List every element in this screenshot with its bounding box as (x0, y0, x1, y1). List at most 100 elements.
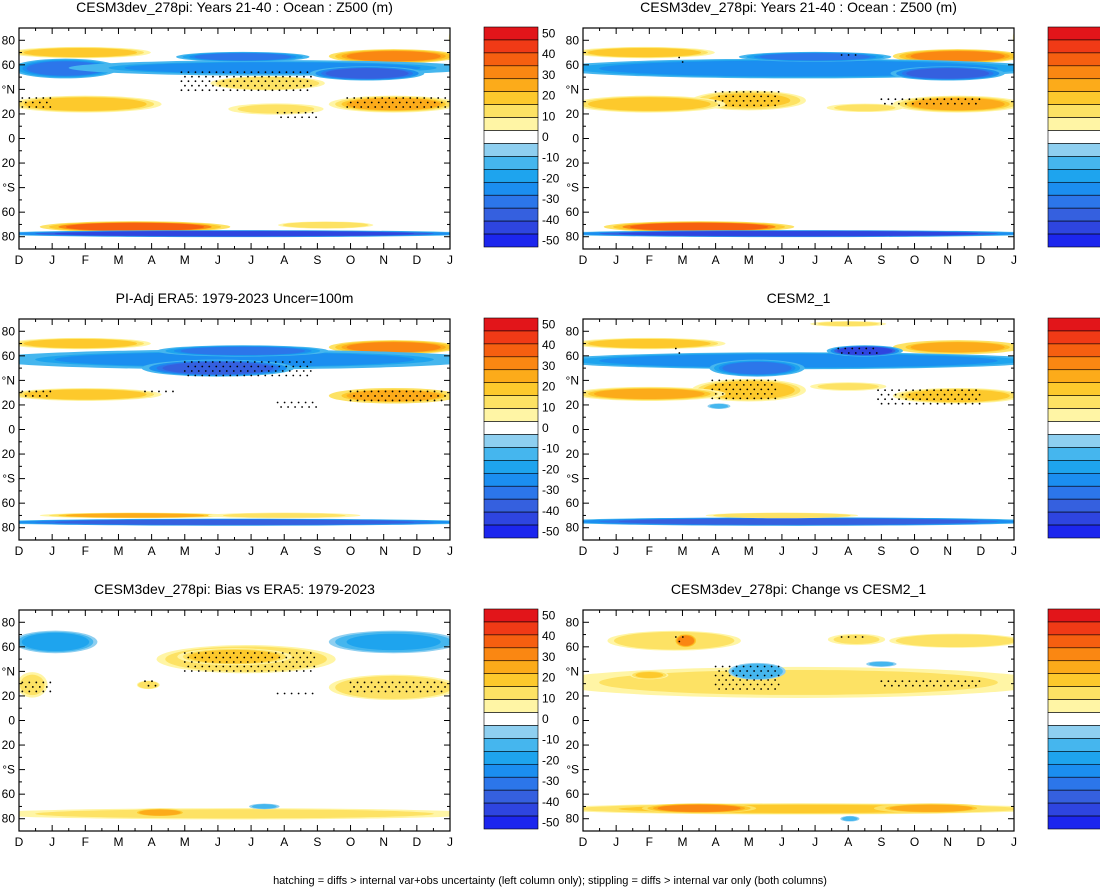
stipple-dot (416, 686, 418, 688)
stipple-dot (21, 690, 24, 693)
colorbar-swatch (483, 699, 539, 713)
stipple-dot (194, 71, 197, 74)
x-tick-label: D (15, 253, 24, 267)
colorbar-swatch (1047, 634, 1100, 649)
x-tick-label: D (579, 835, 588, 849)
stippling (678, 54, 981, 107)
stipple-dot (756, 383, 759, 386)
colorbar-label: 30 (542, 650, 556, 664)
stipple-dot (384, 690, 387, 693)
stipple-dot (950, 98, 953, 101)
stipple-dot (282, 84, 284, 87)
stipple-dot (158, 390, 160, 393)
stipple-dot (777, 674, 780, 677)
x-tick-label: A (148, 253, 156, 267)
stipple-dot (201, 656, 204, 659)
stipple-dot (218, 670, 221, 672)
stipple-dot (388, 395, 390, 397)
stipple-dot (774, 670, 777, 672)
colorbar-swatch (1047, 317, 1100, 332)
stipple-dot (281, 370, 284, 372)
contour-blob (253, 804, 276, 809)
stipple-dot (721, 674, 724, 677)
stipple-dot (346, 106, 349, 108)
stipple-dot (264, 365, 267, 368)
stipple-dot (739, 679, 742, 681)
stipple-dot (426, 390, 429, 393)
contour-blob (346, 633, 441, 651)
stipple-dot (433, 690, 436, 693)
stipple-dot (840, 54, 843, 56)
stipple-dot (35, 681, 38, 684)
x-tick-label: J (248, 544, 254, 558)
colorbar-swatch (1047, 738, 1100, 752)
stipple-dot (285, 665, 288, 668)
stipple-dot (197, 370, 200, 372)
stipple-dot (28, 390, 31, 393)
panel-title: CESM3dev_278pi: Years 21-40 : Ocean : Z5… (640, 0, 957, 15)
stipple-dot (854, 54, 857, 56)
stipple-dot (749, 683, 752, 686)
colorbar-label: 10 (542, 691, 556, 705)
x-tick-label: N (379, 253, 388, 267)
stipple-dot (260, 652, 263, 654)
stipple-dot (172, 390, 174, 393)
stipple-dot (725, 104, 728, 107)
stipple-dot (289, 84, 291, 87)
x-tick-label: M (180, 544, 190, 558)
x-tick-label: M (677, 835, 687, 849)
stipple-dot (749, 99, 752, 102)
stipple-dot (253, 670, 256, 672)
stipple-dot (236, 89, 239, 92)
stipple-dot (280, 116, 282, 119)
stipple-dot (742, 90, 745, 93)
y-tick-label: 20 (566, 447, 580, 461)
x-tick-label: D (413, 835, 422, 849)
stipple-dot (728, 683, 731, 686)
stipple-dot (760, 670, 763, 672)
stipple-dot (257, 665, 260, 668)
stipple-dot (219, 84, 221, 87)
stipple-dot (260, 670, 263, 672)
stipple-dot (297, 692, 300, 695)
stipple-dot (204, 370, 207, 372)
contour-blob (593, 97, 705, 111)
stipple-dot (285, 365, 288, 368)
contour-blob (593, 339, 705, 348)
stipple-dot (381, 686, 383, 688)
stipple-dot (861, 352, 864, 354)
stipple-dot (278, 656, 281, 659)
stipple-dot (756, 392, 759, 395)
stipple-dot (437, 686, 439, 688)
stipple-dot (961, 398, 963, 401)
stipple-dot (777, 90, 780, 93)
stipple-dot (919, 398, 921, 401)
stipple-dot (964, 98, 967, 101)
stipple-dot (184, 84, 186, 87)
stipple-dot (187, 374, 190, 377)
stipple-dot (940, 398, 942, 401)
stipple-dot (271, 80, 274, 83)
stipple-dot (292, 80, 295, 83)
stipple-dot (932, 102, 935, 105)
stipple-dot (753, 679, 756, 681)
stipple-dot (35, 97, 38, 99)
contour-blob (54, 231, 415, 237)
y-tick-label: 80 (566, 33, 580, 47)
stipple-dot (423, 106, 426, 108)
stipple-dot (912, 398, 914, 401)
stipple-dot (883, 684, 886, 687)
stipple-dot (767, 379, 770, 382)
x-tick-label: J (779, 544, 785, 558)
stipple-dot (261, 84, 263, 87)
stipple-dot (936, 402, 939, 405)
stipple-dot (967, 102, 970, 105)
stipple-dot (194, 89, 197, 92)
stipple-dot (287, 406, 289, 408)
stipple-dot (933, 389, 935, 392)
colorbar-swatch (483, 408, 539, 422)
stipple-dot (887, 680, 890, 683)
stipple-dot (444, 97, 447, 99)
stipple-dot (299, 89, 302, 92)
stipple-dot (229, 656, 232, 659)
